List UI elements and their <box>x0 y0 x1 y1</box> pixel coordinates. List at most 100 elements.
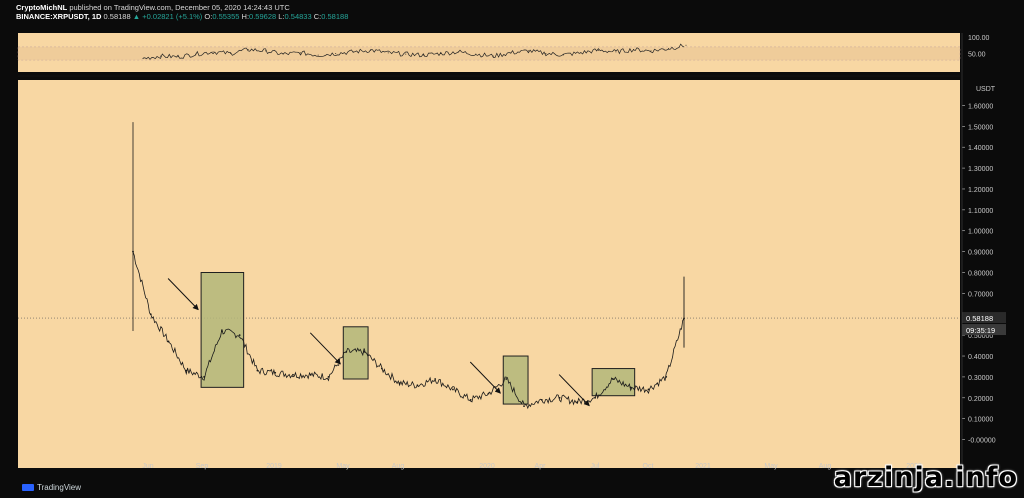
price-point <box>203 376 205 378</box>
oscillator-point <box>247 49 249 51</box>
oscillator-point <box>387 52 389 54</box>
price-tick-label: 1.10000 <box>968 208 993 215</box>
price-point <box>665 376 668 378</box>
oscillator-point <box>195 53 197 55</box>
price-tick-label: 0.50000 <box>968 333 993 340</box>
price-point <box>594 396 597 399</box>
price-point <box>469 398 472 401</box>
price-point <box>398 382 401 385</box>
price-tick-label: 0.90000 <box>968 250 993 257</box>
price-point <box>292 373 294 376</box>
open-value: 0.55355 <box>212 12 240 21</box>
currency-label: USDT <box>976 86 996 93</box>
time-tick-label: Sep <box>196 463 209 470</box>
current-price-badge <box>962 312 1006 324</box>
close-value: 0.58188 <box>321 12 349 21</box>
last-price: 0.58188 <box>103 12 131 21</box>
time-tick-label: Aug <box>819 463 832 470</box>
consolidation-box <box>342 326 369 380</box>
price-point <box>327 376 330 378</box>
symbol-label[interactable]: BINANCE:XRPUSDT, 1D <box>16 12 102 21</box>
price-tick-label: 1.30000 <box>968 166 993 173</box>
oscillator-point <box>457 51 459 53</box>
price-tick-label: 0.40000 <box>968 354 993 361</box>
oscillator-point <box>562 54 564 56</box>
price-point <box>540 398 543 401</box>
price-tick-label: 0.80000 <box>968 271 993 278</box>
time-tick-label: Oct <box>643 463 654 470</box>
oscillator-point <box>335 53 337 54</box>
price-point <box>238 334 241 337</box>
low-value: 0.54833 <box>284 12 312 21</box>
oscillator-point <box>352 51 354 53</box>
price-point <box>363 350 365 353</box>
watermark-text: arzinja.info <box>833 462 1018 493</box>
oscillator-point <box>212 51 214 53</box>
oscillator-point <box>685 44 687 46</box>
price-point <box>558 396 561 399</box>
price-change: ▲ +0.02821 (+5.1%) <box>132 12 203 21</box>
author-name[interactable]: CryptoMichNL <box>16 3 68 12</box>
oscillator-point <box>650 50 652 52</box>
oscillator-point <box>615 51 617 53</box>
price-point <box>416 384 419 387</box>
price-tick-label: 1.60000 <box>968 103 993 110</box>
time-tick-label: Aug <box>392 463 405 470</box>
oscillator-tick-label: 100.00 <box>968 35 990 42</box>
price-tick-label: 1.20000 <box>968 187 993 194</box>
time-tick-label: 2021 <box>695 463 711 470</box>
time-tick-label: Jun <box>142 463 153 470</box>
price-tick-label: 0.30000 <box>968 375 993 382</box>
oscillator-point <box>545 53 547 54</box>
oscillator-point <box>230 53 232 54</box>
price-point <box>380 367 383 370</box>
oscillator-point <box>475 53 477 55</box>
price-point <box>523 405 525 408</box>
price-point <box>629 386 632 389</box>
time-tick-label: 2019 <box>266 463 282 470</box>
oscillator-point <box>282 53 284 55</box>
price-point <box>167 340 170 343</box>
oscillator-point <box>300 52 302 54</box>
oscillator-point <box>265 50 267 52</box>
price-tick-label: 0.70000 <box>968 291 993 298</box>
low-label: L: <box>278 12 285 21</box>
oscillator-point <box>492 55 494 57</box>
price-point <box>505 378 508 380</box>
pointer-arrow <box>469 361 501 394</box>
open-label: O: <box>204 12 213 21</box>
ohlc-info: BINANCE:XRPUSDT, 1D 0.58188 ▲ +0.02821 (… <box>16 12 1006 21</box>
time-tick-label: 2022 <box>906 463 922 470</box>
oscillator-line <box>142 43 685 60</box>
time-tick-label: May <box>336 463 350 470</box>
price-point <box>612 378 614 380</box>
price-point <box>487 392 490 395</box>
countdown-badge <box>962 324 1006 336</box>
price-point <box>220 330 223 332</box>
price-point <box>345 350 348 353</box>
time-tick-label: 2020 <box>479 463 495 470</box>
price-tick-label: 1.50000 <box>968 124 993 131</box>
price-tick-label: -0.00000 <box>968 438 996 445</box>
consolidation-box <box>591 368 636 397</box>
price-series-line <box>132 251 685 410</box>
tradingview-logo-text: TradingView <box>37 483 82 492</box>
price-point <box>185 369 188 372</box>
price-point <box>274 371 277 374</box>
price-point <box>132 250 134 253</box>
price-point <box>452 388 454 391</box>
pointer-arrow <box>558 374 590 407</box>
oscillator-point <box>440 53 442 54</box>
price-point <box>647 388 650 391</box>
oscillator-point <box>317 54 319 56</box>
time-tick-label: May <box>764 463 778 470</box>
oscillator-point <box>422 54 424 56</box>
publish-text: published on TradingView.com, December 0… <box>69 3 290 12</box>
oscillator-point <box>632 49 634 51</box>
publish-info: CryptoMichNL published on TradingView.co… <box>16 3 1006 12</box>
tradingview-logo[interactable]: TradingView <box>22 483 81 492</box>
oscillator-point <box>510 52 512 54</box>
price-tick-label: 1.00000 <box>968 229 993 236</box>
oscillator-point <box>580 52 582 54</box>
